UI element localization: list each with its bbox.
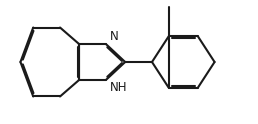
Text: NH: NH — [110, 81, 127, 94]
Text: N: N — [110, 30, 119, 43]
